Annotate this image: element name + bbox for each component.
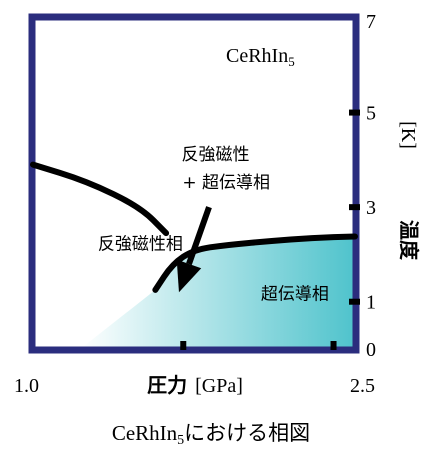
y-tick-mark [349,204,360,211]
arrow-head [176,259,202,293]
arrow-line [186,206,212,265]
coexistence-phase-label-line1: 反強磁性 [181,145,249,165]
chart-title: CeRhIn5 [226,45,295,69]
superconducting-region [80,236,355,349]
x-tick-label: 1.0 [14,375,39,397]
y-tick-label: 0 [366,339,376,361]
x-tick-mark [180,341,187,350]
superconducting-phase-label: 超伝導相 [261,284,329,304]
x-tick-label: 2.5 [350,375,375,397]
y-tick-mark [349,109,360,116]
x-axis-label: 圧力 [GPa] [147,373,243,397]
x-tick-mark [330,341,337,350]
y-tick-mark [349,298,360,305]
y-axis-label: 温度 [397,220,421,261]
superconducting-boundary-line [152,233,358,293]
y-tick-label: 7 [366,11,376,33]
figure-caption: CeRhIn5における相図 [112,421,310,448]
y-tick-label: 3 [366,197,376,219]
y-tick-label: 1 [366,292,376,314]
antiferromagnetic-phase-label: 反強磁性相 [98,235,183,255]
y-axis-unit-label: [K] [397,121,419,149]
y-tick-label: 5 [366,103,376,125]
plot-frame [28,13,360,354]
antiferromagnetic-boundary-line [30,161,170,237]
coexistence-phase-label-line2: + 超伝導相 [182,173,270,193]
